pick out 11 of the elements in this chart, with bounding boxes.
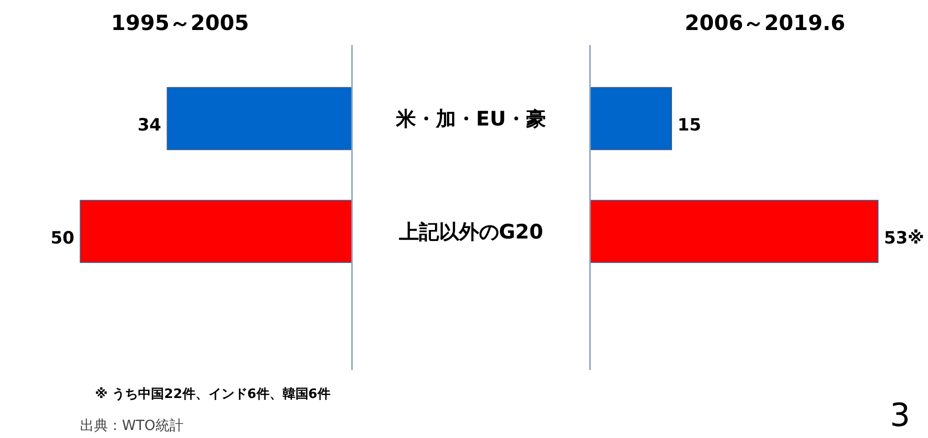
data-label: 34 [138, 116, 162, 136]
data-label: 50 [50, 228, 74, 248]
data-label: 53※ [884, 228, 924, 248]
y-tick-label: 米・加・EU・豪 [395, 106, 546, 131]
chart-title: 1995～2005 [111, 11, 249, 35]
y-tick-label: 上記以外のG20 [398, 219, 544, 244]
source-note: 出典：WTO統計 [80, 418, 184, 434]
text: 3 [890, 396, 910, 434]
chart-title: 2006～2019.6 [684, 11, 846, 35]
text: ※ うち中国22件、インド6件、韓国6件 [95, 387, 330, 402]
data-label: 15 [678, 116, 702, 136]
